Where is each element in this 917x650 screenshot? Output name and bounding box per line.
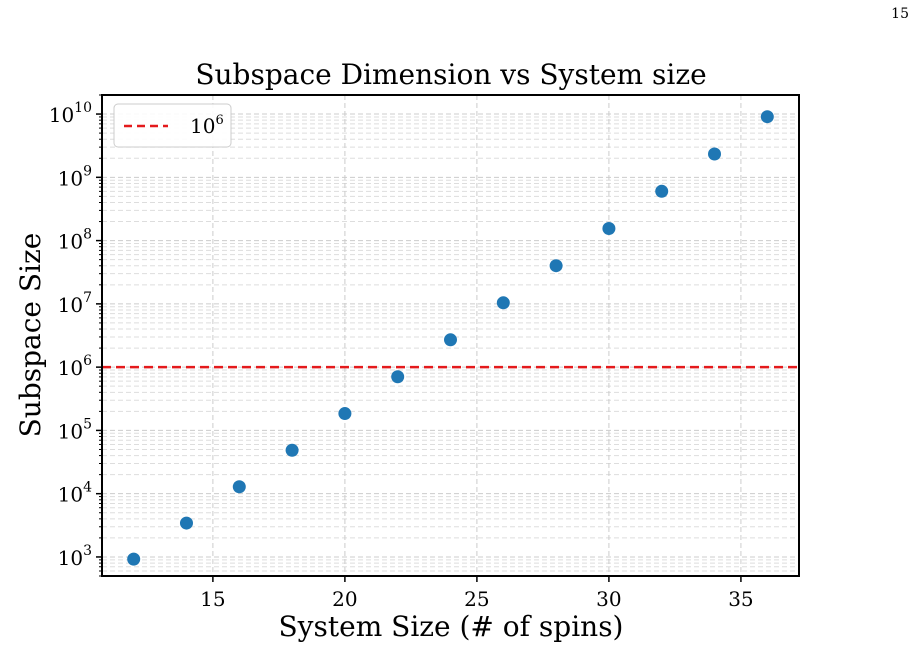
legend-label: 106 bbox=[190, 113, 224, 138]
data-point bbox=[338, 407, 352, 421]
legend-label-exponent: 6 bbox=[215, 113, 223, 128]
y-tick-label: 1010 bbox=[49, 100, 92, 127]
data-point bbox=[549, 259, 563, 273]
y-tick-label: 109 bbox=[58, 163, 92, 190]
x-tick-label: 25 bbox=[464, 587, 489, 611]
y-tick-label: 103 bbox=[58, 543, 92, 570]
data-point bbox=[708, 147, 722, 161]
x-axis-label: System Size (# of spins) bbox=[279, 610, 624, 643]
data-point bbox=[602, 222, 616, 236]
data-point bbox=[285, 443, 299, 457]
x-tick-label: 35 bbox=[728, 587, 753, 611]
page-number: 15 bbox=[891, 6, 909, 22]
chart-title: Subspace Dimension vs System size bbox=[195, 58, 706, 91]
y-axis-ticks: 103 104 105 106 107 108 109 1010 bbox=[49, 94, 102, 577]
legend: 106 bbox=[113, 103, 232, 148]
y-tick-label: 105 bbox=[58, 416, 92, 443]
grid bbox=[102, 94, 799, 577]
legend-label-base: 10 bbox=[190, 114, 215, 138]
y-tick-label: 107 bbox=[58, 290, 92, 317]
data-points bbox=[127, 110, 774, 566]
data-point bbox=[760, 110, 774, 124]
y-tick-label: 104 bbox=[58, 480, 92, 507]
x-axis-ticks: 15 20 25 30 35 bbox=[200, 576, 754, 611]
plot-frame bbox=[101, 94, 800, 577]
x-tick-label: 20 bbox=[332, 587, 357, 611]
legend-box bbox=[113, 103, 232, 148]
data-point bbox=[179, 516, 193, 530]
y-tick-label: 108 bbox=[58, 227, 92, 254]
data-point bbox=[496, 296, 510, 310]
y-axis-label: Subspace Size bbox=[14, 233, 47, 438]
data-point bbox=[655, 184, 669, 198]
data-point bbox=[127, 552, 141, 566]
data-point bbox=[391, 370, 405, 384]
y-tick-label: 106 bbox=[58, 353, 92, 380]
x-tick-label: 15 bbox=[200, 587, 225, 611]
data-point bbox=[444, 333, 457, 347]
data-point bbox=[232, 480, 246, 494]
x-tick-label: 30 bbox=[596, 587, 621, 611]
